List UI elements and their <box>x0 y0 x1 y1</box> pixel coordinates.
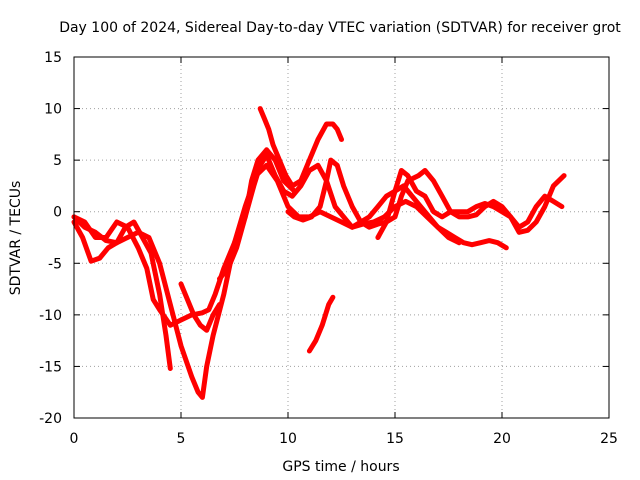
y-tick-label: 10 <box>44 102 62 118</box>
y-tick-label: 5 <box>53 153 62 169</box>
x-tick-label: 15 <box>386 431 404 447</box>
axis-ticks <box>73 56 610 419</box>
y-tick-label: -20 <box>39 411 62 427</box>
plot-frame <box>73 56 610 419</box>
x-tick-label: 10 <box>279 431 297 447</box>
series-layer <box>71 106 567 400</box>
series-arc-9 <box>306 294 336 354</box>
y-tick-label: -15 <box>39 359 62 375</box>
x-axis-label: GPS time / hours <box>282 459 399 475</box>
x-tick-label: 5 <box>177 431 186 447</box>
chart-title: Day 100 of 2024, Sidereal Day-to-day VTE… <box>59 20 621 36</box>
x-tick-label: 0 <box>70 431 79 447</box>
series-arc-1 <box>71 219 173 371</box>
x-tick-label: 20 <box>493 431 511 447</box>
y-axis-label: SDTVAR / TECUs <box>8 181 24 296</box>
y-tick-label: 0 <box>53 205 62 221</box>
series-arc-5 <box>257 106 344 189</box>
series-arc-2 <box>71 147 297 328</box>
series-arc-8 <box>178 281 222 333</box>
x-tick-label: 25 <box>600 431 618 447</box>
series-arc-7 <box>375 168 567 240</box>
y-tick-label: -10 <box>39 308 62 324</box>
grid <box>74 57 609 418</box>
y-tick-label: 15 <box>44 50 62 66</box>
y-tick-label: -5 <box>48 256 62 272</box>
